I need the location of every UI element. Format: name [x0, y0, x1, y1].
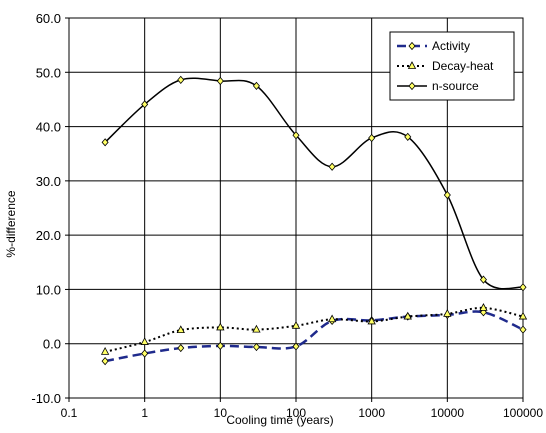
- y-tick-label: 30.0: [36, 174, 61, 189]
- y-tick-label: 40.0: [36, 120, 61, 135]
- data-point-decay-heat: [327, 314, 337, 323]
- data-point-n-source: [404, 132, 412, 142]
- y-tick-label: 10.0: [36, 282, 61, 297]
- x-tick-label: 10000: [431, 406, 465, 420]
- y-axis-label: %-difference: [4, 190, 18, 257]
- data-point-n-source: [216, 76, 224, 86]
- series-activity: [101, 308, 527, 366]
- x-axis-label: Cooling time (years): [226, 413, 333, 427]
- data-point-decay-heat: [291, 320, 301, 329]
- series-line-n-source: [104, 77, 524, 290]
- data-point-decay-heat: [443, 309, 452, 317]
- x-tick-label: 100: [286, 406, 306, 420]
- legend-swatch-marker: [408, 41, 416, 51]
- data-point-decay-heat: [100, 347, 110, 355]
- data-point-n-source: [292, 131, 300, 140]
- data-point-n-source: [479, 275, 487, 284]
- legend-item-decay-heat: Decay-heat: [397, 59, 494, 73]
- data-point-n-source: [141, 100, 149, 109]
- data-point-decay-heat: [367, 316, 376, 325]
- legend-swatch-marker: [408, 81, 416, 91]
- data-point-activity: [252, 342, 260, 352]
- legend-item-activity: Activity: [397, 39, 470, 53]
- data-point-n-source: [101, 138, 109, 147]
- data-point-decay-heat: [403, 311, 412, 320]
- data-point-activity: [292, 342, 300, 351]
- legend: Activity Decay-heat n-source: [389, 31, 515, 101]
- data-point-n-source: [368, 133, 376, 143]
- legend-label: n-source: [432, 79, 479, 93]
- data-point-n-source: [252, 81, 260, 90]
- data-point-activity: [177, 343, 185, 353]
- data-point-n-source: [177, 75, 185, 85]
- y-tick-label: 20.0: [36, 228, 61, 243]
- series-decay-heat: [100, 303, 528, 355]
- data-point-decay-heat: [216, 322, 225, 331]
- y-tick-label: 0.0: [43, 337, 61, 352]
- data-point-n-source: [519, 283, 527, 292]
- x-tick-label: 1: [141, 406, 148, 420]
- x-tick-label: 0.1: [61, 406, 78, 420]
- data-point-activity: [101, 356, 109, 366]
- x-axis-ticks: 0.1 1 10 100 1000 10000 100000: [61, 398, 543, 420]
- data-point-decay-heat: [479, 303, 488, 311]
- data-point-decay-heat: [252, 324, 261, 333]
- y-tick-label: 60.0: [36, 11, 61, 26]
- x-tick-label: 10: [214, 406, 228, 420]
- y-tick-label: 50.0: [36, 65, 61, 80]
- x-tick-label: 100000: [503, 406, 543, 420]
- x-tick-label: 1000: [358, 406, 385, 420]
- series-line-decay-heat: [104, 306, 524, 353]
- series-n-source: [101, 75, 527, 292]
- data-point-decay-heat: [518, 311, 528, 320]
- legend-swatch-marker: [407, 61, 417, 69]
- data-point-activity: [216, 341, 224, 351]
- data-point-n-source: [328, 162, 336, 171]
- y-tick-label: -10.0: [31, 391, 61, 406]
- data-point-activity: [141, 349, 149, 358]
- data-point-activity: [519, 325, 527, 334]
- data-point-decay-heat: [176, 325, 185, 334]
- legend-item-n-source: n-source: [397, 79, 479, 93]
- data-point-n-source: [443, 190, 451, 200]
- legend-label: Decay-heat: [432, 59, 494, 73]
- data-point-decay-heat: [140, 337, 149, 345]
- series-line-activity: [104, 310, 524, 363]
- legend-label: Activity: [432, 39, 470, 53]
- y-axis-ticks: -10.0 0.0 10.0 20.0 30.0 40.0 50.0 60.0: [31, 11, 69, 406]
- series-layer: [100, 75, 528, 366]
